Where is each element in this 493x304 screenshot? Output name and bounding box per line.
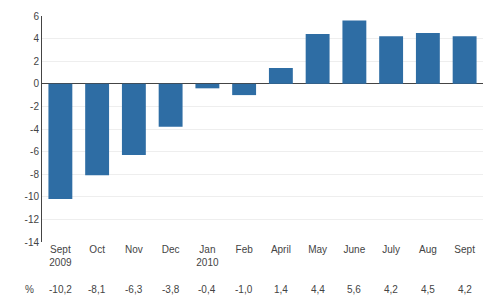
svg-text:April: April <box>271 244 291 255</box>
svg-text:5,6: 5,6 <box>347 284 361 295</box>
svg-text:-14: -14 <box>25 237 40 248</box>
svg-text:4,4: 4,4 <box>311 284 325 295</box>
svg-text:Oct: Oct <box>89 244 105 255</box>
svg-text:-10: -10 <box>25 191 40 202</box>
svg-text:Dec: Dec <box>162 244 180 255</box>
svg-text:4: 4 <box>33 33 39 44</box>
svg-text:-4: -4 <box>30 124 39 135</box>
svg-text:6: 6 <box>33 11 39 22</box>
svg-text:2: 2 <box>33 56 39 67</box>
svg-text:-1,0: -1,0 <box>235 284 253 295</box>
svg-text:-10,2: -10,2 <box>49 284 72 295</box>
svg-text:4,2: 4,2 <box>458 284 472 295</box>
svg-text:Nov: Nov <box>125 244 143 255</box>
svg-text:-3,8: -3,8 <box>162 284 180 295</box>
svg-text:0: 0 <box>33 78 39 89</box>
svg-text:Sept: Sept <box>454 244 475 255</box>
svg-text:%: % <box>25 284 34 295</box>
svg-text:Feb: Feb <box>236 244 254 255</box>
svg-text:4,5: 4,5 <box>421 284 435 295</box>
svg-text:-8,1: -8,1 <box>88 284 106 295</box>
svg-text:-8: -8 <box>30 169 39 180</box>
svg-text:4,2: 4,2 <box>384 284 398 295</box>
svg-text:June: June <box>344 244 366 255</box>
svg-text:Sept2009: Sept2009 <box>49 244 72 268</box>
svg-text:Jan2010: Jan2010 <box>196 244 219 268</box>
svg-text:July: July <box>382 244 400 255</box>
svg-text:Aug: Aug <box>419 244 437 255</box>
svg-text:1,4: 1,4 <box>274 284 288 295</box>
svg-text:May: May <box>308 244 327 255</box>
svg-text:-0,4: -0,4 <box>198 284 216 295</box>
svg-text:-6,3: -6,3 <box>125 284 143 295</box>
svg-text:-12: -12 <box>25 214 40 225</box>
svg-text:-2: -2 <box>30 101 39 112</box>
svg-text:-6: -6 <box>30 146 39 157</box>
